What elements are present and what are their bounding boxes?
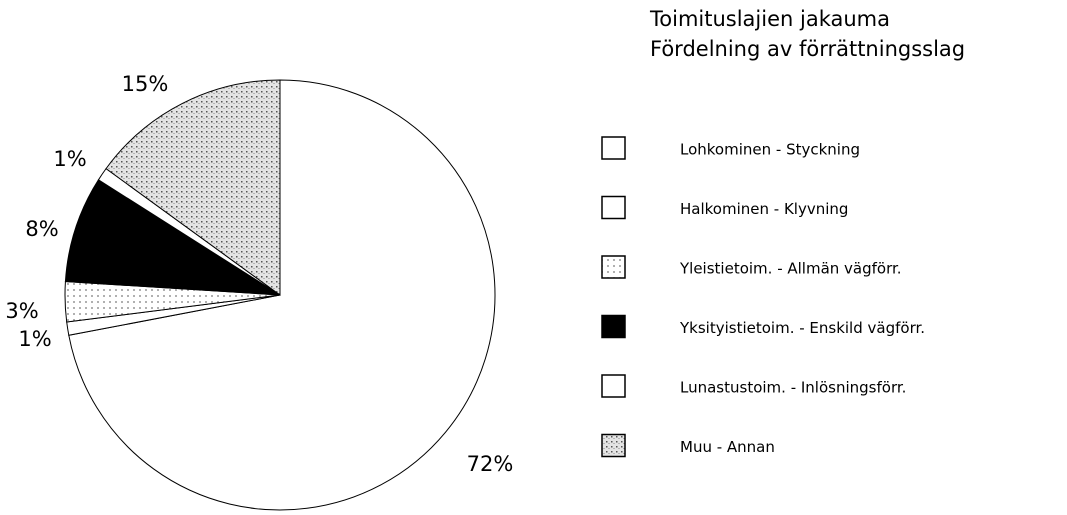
legend-label: Yksityistietoim. - Enskild vägförr. bbox=[679, 319, 925, 337]
legend-label: Yleistietoim. - Allmän vägförr. bbox=[679, 260, 902, 278]
pie-slice bbox=[105, 79, 281, 296]
pie-slice bbox=[64, 179, 281, 296]
legend-swatch bbox=[601, 433, 626, 458]
slice-label: 3% bbox=[5, 299, 38, 323]
legend-label: Halkominen - Klyvning bbox=[680, 200, 848, 218]
legend-swatch bbox=[601, 314, 626, 339]
legend-swatch bbox=[601, 255, 626, 279]
pie-slice bbox=[68, 79, 496, 511]
slice-label: 15% bbox=[122, 72, 169, 96]
legend-swatch bbox=[601, 136, 626, 160]
legend-swatch bbox=[601, 374, 626, 398]
chart-subtitle: Fördelning av förrättningsslag bbox=[650, 37, 965, 61]
chart-title: Toimituslajien jakauma bbox=[649, 7, 890, 31]
legend-label: Lunastustoim. - Inlösningsförr. bbox=[680, 379, 906, 397]
legend-label: Lohkominen - Styckning bbox=[680, 141, 860, 159]
slice-label: 1% bbox=[18, 327, 51, 351]
slice-label: 1% bbox=[53, 147, 86, 171]
legend-label: Muu - Annan bbox=[680, 438, 775, 456]
slice-label: 8% bbox=[25, 217, 58, 241]
slice-label: 72% bbox=[467, 452, 514, 476]
legend-swatch bbox=[601, 195, 626, 220]
